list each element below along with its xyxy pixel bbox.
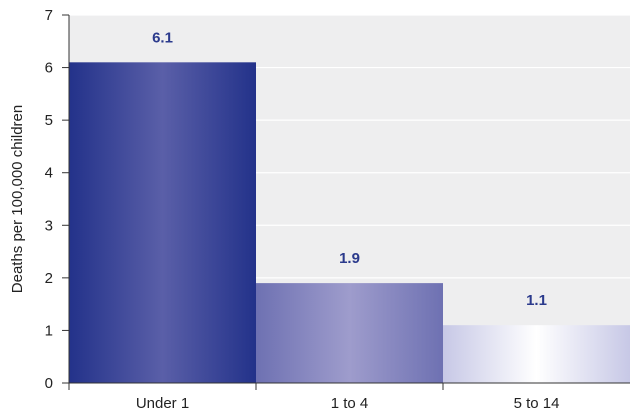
bar-2 [256, 283, 443, 383]
y-tick-label: 3 [45, 217, 53, 234]
y-tick-label: 7 [45, 7, 53, 24]
bar-1 [69, 62, 256, 384]
data-label: 1.9 [339, 250, 360, 267]
bars [69, 62, 630, 384]
axes: 0 1 2 3 4 5 6 7 Under 1 1 to 4 5 to 14 [45, 7, 630, 412]
y-tick-label: 4 [45, 165, 53, 182]
data-label: 6.1 [152, 29, 173, 46]
y-tick-label: 2 [45, 270, 53, 287]
x-tick-label: 1 to 4 [331, 395, 369, 412]
x-tick-label: Under 1 [136, 395, 189, 412]
y-tick-label: 6 [45, 60, 53, 77]
y-axis-title: Deaths per 100,000 children [9, 105, 26, 293]
x-tick-label: 5 to 14 [514, 395, 560, 412]
bar-3 [443, 325, 630, 383]
y-tick-label: 1 [45, 322, 53, 339]
y-tick-label: 0 [45, 375, 53, 392]
data-label: 1.1 [526, 292, 547, 309]
y-tick-label: 5 [45, 112, 53, 129]
data-labels: 6.1 1.9 1.1 [152, 29, 547, 309]
